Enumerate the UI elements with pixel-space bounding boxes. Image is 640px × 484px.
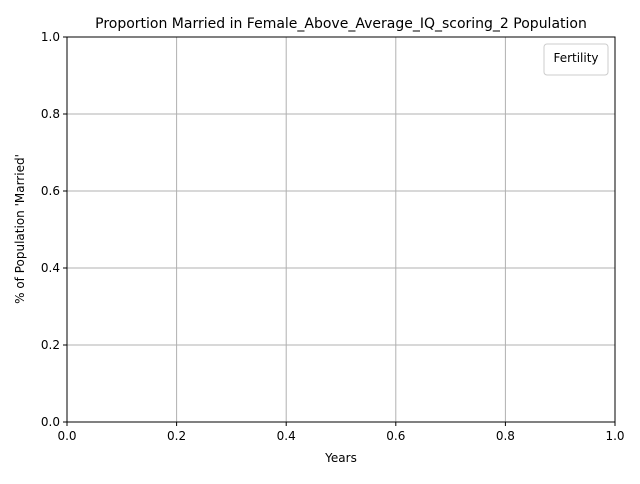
- chart-title: Proportion Married in Female_Above_Avera…: [95, 16, 587, 32]
- y-tick-label: 0.6: [41, 184, 60, 198]
- legend-title: Fertility: [553, 51, 598, 65]
- x-axis-ticks: 0.0 0.2 0.4 0.6 0.8 1.0: [57, 422, 625, 443]
- plot-area-frame: [66, 36, 616, 423]
- x-tick-label: 0.0: [57, 429, 76, 443]
- gridlines: [66, 36, 616, 423]
- x-axis-label: Years: [324, 451, 357, 465]
- y-tick-label: 0.4: [41, 261, 60, 275]
- y-tick-label: 1.0: [41, 30, 60, 44]
- y-tick-label: 0.8: [41, 107, 60, 121]
- x-tick-label: 1.0: [605, 429, 624, 443]
- x-tick-label: 0.2: [167, 429, 186, 443]
- x-tick-label: 0.4: [277, 429, 296, 443]
- x-tick-label: 0.6: [386, 429, 405, 443]
- y-axis-label: % of Population 'Married': [13, 154, 27, 304]
- y-tick-label: 0.0: [41, 415, 60, 429]
- legend-box: [543, 43, 609, 76]
- legend: Fertility: [543, 43, 609, 76]
- y-tick-label: 0.2: [41, 338, 60, 352]
- x-tick-label: 0.8: [496, 429, 515, 443]
- y-axis-ticks: 0.0 0.2 0.4 0.6 0.8 1.0: [41, 30, 67, 429]
